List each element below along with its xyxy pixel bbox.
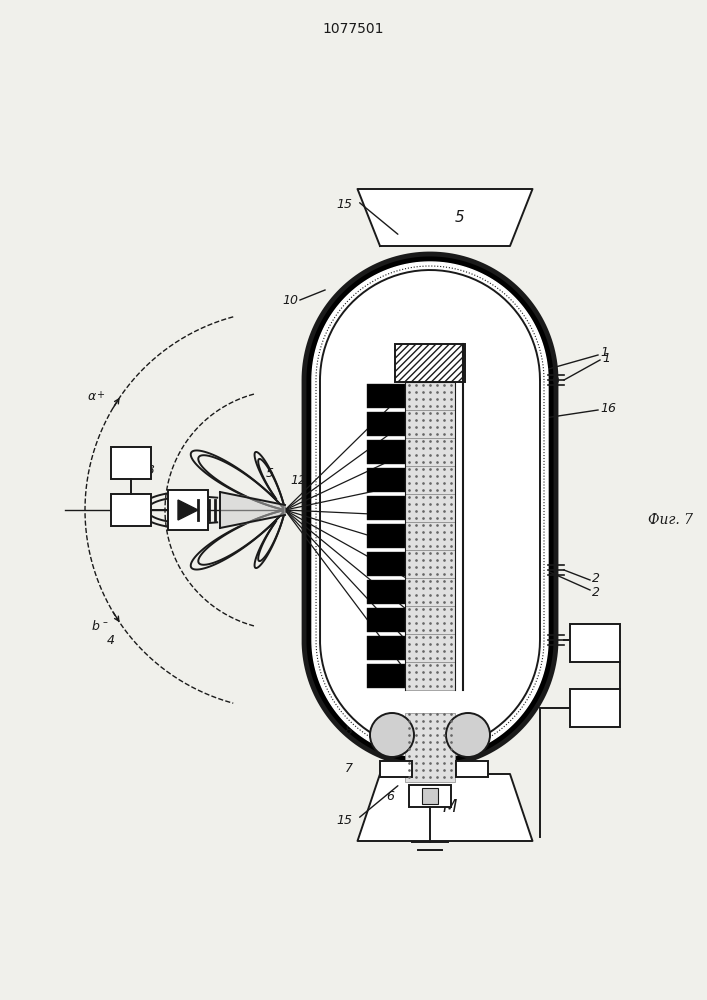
Text: +: + — [96, 390, 104, 400]
Polygon shape — [358, 774, 532, 841]
Text: 6: 6 — [386, 790, 394, 802]
Bar — [111, 447, 151, 479]
Bar — [456, 761, 488, 777]
Bar — [405, 494, 455, 522]
Bar — [367, 524, 405, 548]
Bar — [367, 496, 405, 520]
Bar — [405, 713, 455, 782]
Text: 9: 9 — [365, 357, 373, 369]
Text: b: b — [91, 620, 99, 633]
Polygon shape — [358, 189, 532, 246]
Text: 1077501: 1077501 — [322, 22, 384, 36]
Bar — [405, 522, 455, 550]
Bar — [168, 490, 208, 530]
Bar — [405, 662, 455, 690]
Polygon shape — [312, 262, 548, 758]
Bar — [367, 468, 405, 492]
Text: 2: 2 — [592, 585, 600, 598]
Bar — [570, 624, 620, 662]
Text: 16: 16 — [600, 401, 616, 414]
Text: Фиг. 7: Фиг. 7 — [648, 513, 693, 527]
Text: 4: 4 — [107, 634, 115, 647]
Bar — [367, 636, 405, 660]
Text: 11: 11 — [586, 636, 604, 650]
Text: 1: 1 — [600, 347, 608, 360]
Bar — [405, 578, 455, 606]
Text: 2: 2 — [592, 572, 600, 584]
Text: –: – — [103, 617, 107, 627]
Polygon shape — [304, 254, 556, 766]
Bar — [405, 410, 455, 438]
Bar — [367, 552, 405, 576]
Text: M: M — [443, 798, 457, 816]
Text: 13: 13 — [123, 504, 139, 516]
Bar — [570, 689, 620, 727]
Circle shape — [446, 713, 490, 757]
Bar — [367, 580, 405, 604]
Text: 5: 5 — [266, 467, 274, 480]
Text: 1: 1 — [602, 352, 610, 364]
Bar — [405, 634, 455, 662]
Text: 14: 14 — [123, 456, 139, 470]
Text: 2: 2 — [382, 560, 390, 572]
Bar — [422, 788, 438, 804]
Polygon shape — [220, 492, 285, 528]
Bar — [111, 494, 151, 526]
Text: α: α — [88, 390, 96, 403]
Text: 15: 15 — [337, 814, 353, 828]
Bar — [405, 606, 455, 634]
Text: 12: 12 — [290, 474, 306, 487]
Bar — [367, 664, 405, 688]
Bar — [380, 761, 412, 777]
Text: 15: 15 — [337, 198, 353, 211]
Bar — [409, 785, 451, 807]
Bar — [405, 382, 455, 410]
Bar — [405, 466, 455, 494]
Polygon shape — [178, 500, 198, 520]
Bar — [405, 438, 455, 466]
Text: 1: 1 — [382, 499, 390, 512]
Bar — [367, 384, 405, 408]
Text: 5: 5 — [455, 210, 465, 225]
Text: 7: 7 — [345, 762, 353, 776]
Bar — [367, 440, 405, 464]
Text: 8: 8 — [345, 724, 353, 736]
Bar — [405, 550, 455, 578]
Bar — [395, 344, 465, 382]
Text: 17: 17 — [586, 701, 604, 715]
Text: 3: 3 — [147, 464, 155, 477]
Polygon shape — [320, 270, 540, 750]
Text: 10: 10 — [282, 294, 298, 306]
Bar — [367, 608, 405, 632]
Bar — [367, 412, 405, 436]
Circle shape — [370, 713, 414, 757]
